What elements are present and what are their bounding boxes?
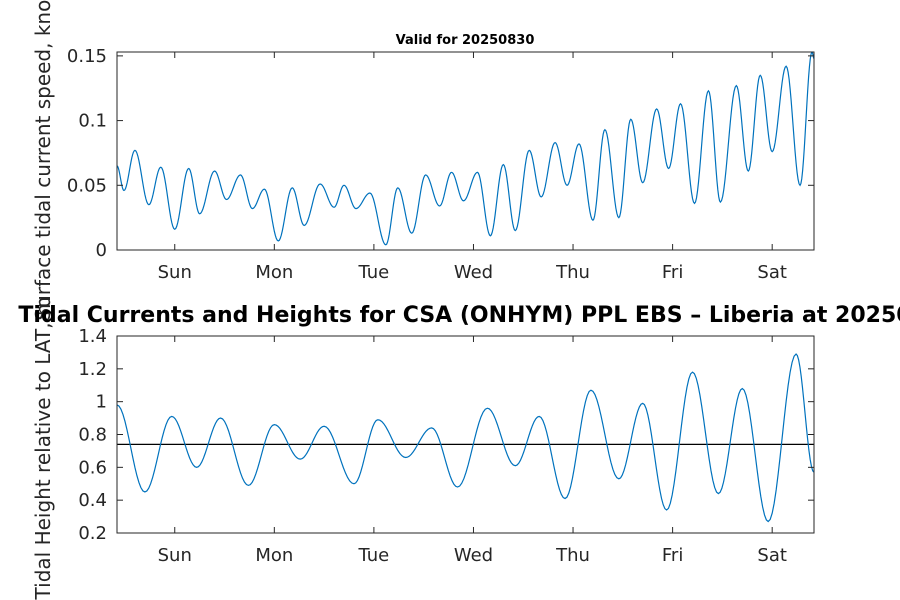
x-tick-label: Thu — [555, 545, 590, 566]
current-speed-chart: Sun Mon Tue Wed Thu Fri Sat 0 0.05 0.1 0.15 Valid … — [31, 0, 815, 321]
y-tick-label: 0.8 — [78, 425, 107, 446]
current-speed-axes-box — [116, 51, 815, 251]
y-tick-label: 0.4 — [78, 490, 107, 511]
x-tick-label: Fri — [662, 262, 683, 283]
y-tick-label: 0.15 — [67, 46, 107, 67]
x-tick-label: Wed — [454, 545, 493, 566]
y-tick-label: 0.1 — [78, 111, 107, 132]
x-tick-label: Sat — [757, 545, 787, 566]
x-tick-label: Sat — [757, 262, 787, 283]
y-tick-label: 0.05 — [67, 175, 107, 196]
tidal-height-axes-box — [116, 335, 815, 534]
x-tick-label: Mon — [255, 545, 293, 566]
current-speed-ylabel: Surface tidal current speed, knots — [31, 0, 55, 321]
current-speed-title: Valid for 20250830 — [396, 33, 535, 48]
tidal-height-ylabel: Tidal Height relative to LAT, m — [31, 297, 55, 600]
y-tick-label: 1.2 — [78, 359, 107, 380]
y-tick-label: 0.2 — [78, 523, 107, 544]
y-tick-label: 0.6 — [78, 457, 107, 478]
y-tick-label: 1.4 — [78, 326, 107, 347]
current-speed-ticks: Sun Mon Tue Wed Thu Fri Sat 0 0.05 0.1 0.15 — [67, 46, 814, 283]
current-speed-plot — [117, 52, 814, 246]
tidal-height-ticks: Sun Mon Tue Wed Thu Fri Sat 0.2 0.4 0.6 0.8 1 1.2 1.4 — [78, 326, 814, 566]
tidal-height-series-line — [117, 353, 814, 523]
current-speed-series-line — [117, 52, 814, 246]
y-tick-label: 0 — [96, 240, 107, 261]
x-tick-label: Wed — [454, 262, 493, 283]
x-tick-label: Mon — [255, 262, 293, 283]
tidal-height-chart: Sun Mon Tue Wed Thu Fri Sat 0.2 0.4 0.6 0.8 1 1.2 1.4… — [31, 297, 815, 600]
tidal-height-plot-area — [117, 336, 814, 533]
x-tick-label: Tue — [358, 262, 390, 283]
current-speed-plot-area — [117, 52, 814, 250]
x-tick-label: Tue — [358, 545, 390, 566]
x-tick-label: Sun — [158, 262, 192, 283]
x-tick-label: Thu — [555, 262, 590, 283]
x-tick-label: Sun — [158, 545, 192, 566]
x-tick-label: Fri — [662, 545, 683, 566]
tidal-height-plot — [117, 353, 814, 523]
y-tick-label: 1 — [96, 392, 107, 413]
figure-title: Tidal Currents and Heights for CSA (ONHY… — [18, 303, 900, 328]
